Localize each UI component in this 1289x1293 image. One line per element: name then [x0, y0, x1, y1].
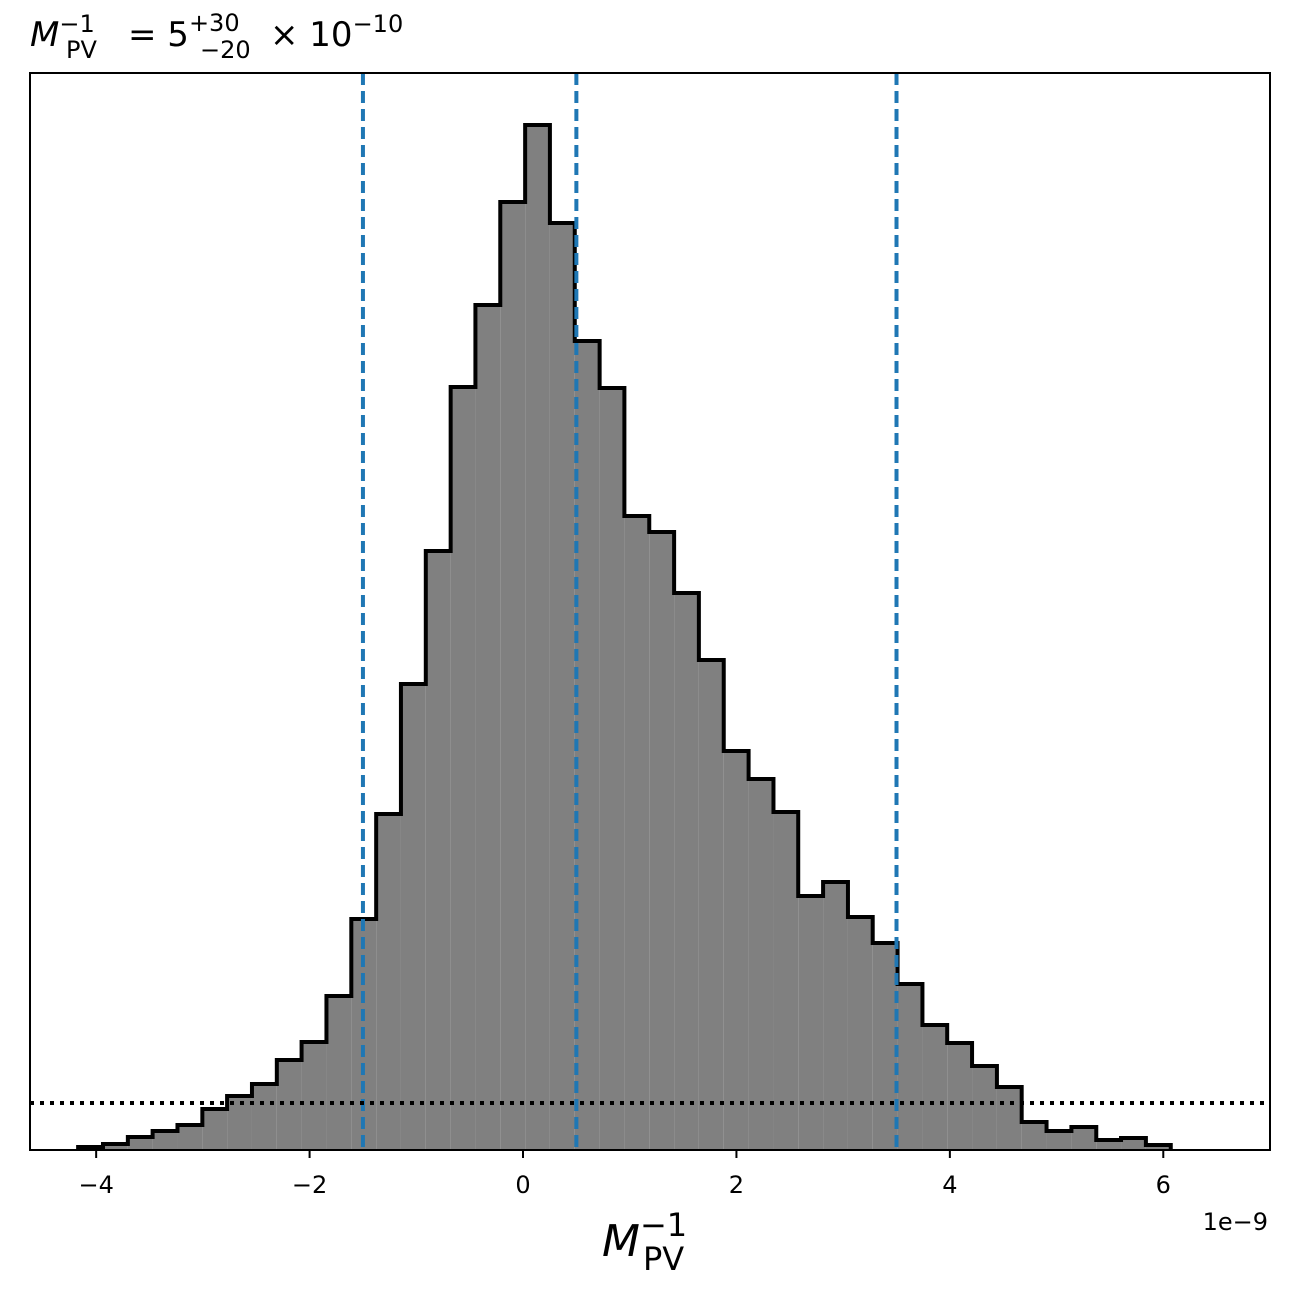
- xlabel-sub: PV: [643, 1240, 684, 1278]
- bar: [996, 1087, 1022, 1150]
- x-tick-label: 0: [515, 1171, 530, 1199]
- x-axis-label: M−1 PV: [602, 1206, 687, 1278]
- title-exponent: −10: [353, 10, 404, 38]
- bar: [152, 1131, 178, 1150]
- title-equals: = 5: [128, 15, 189, 55]
- bar: [798, 896, 824, 1150]
- bar: [723, 751, 749, 1150]
- title-plus: +30: [189, 9, 240, 37]
- bar: [1046, 1131, 1072, 1150]
- bar: [102, 1144, 128, 1150]
- xlabel-sup: −1: [640, 1206, 687, 1244]
- bar: [450, 387, 476, 1150]
- x-offset-label: 1e−9: [1203, 1208, 1268, 1236]
- x-tick-label: 2: [729, 1171, 744, 1199]
- title-minus: −20: [200, 36, 251, 64]
- bar: [897, 984, 923, 1150]
- bar: [599, 388, 625, 1150]
- bar: [251, 1084, 277, 1150]
- bar: [326, 996, 352, 1150]
- x-tick-label: −2: [292, 1171, 327, 1199]
- bar: [549, 223, 575, 1150]
- bar: [1071, 1127, 1097, 1150]
- bar: [202, 1109, 228, 1150]
- chart-title: M−1 PV = 5+30 −20 × 10−10: [30, 9, 403, 64]
- bar: [425, 551, 451, 1150]
- bar: [823, 882, 848, 1150]
- bar: [674, 593, 699, 1150]
- hist-outline: [76, 123, 1173, 1150]
- bar: [376, 814, 401, 1150]
- xlabel-symbol: M: [602, 1216, 640, 1267]
- bar: [475, 305, 501, 1150]
- bar: [127, 1137, 153, 1150]
- bar: [922, 1025, 948, 1150]
- bar: [872, 943, 898, 1150]
- plot-area: [30, 73, 1270, 1150]
- bar: [748, 779, 774, 1150]
- x-tick-label: 6: [1156, 1171, 1171, 1199]
- bar: [773, 812, 799, 1150]
- bar: [972, 1066, 997, 1150]
- x-tick-label: −4: [78, 1171, 113, 1199]
- bar: [1121, 1138, 1146, 1150]
- bar: [1096, 1140, 1122, 1150]
- axes-frame: [29, 72, 1271, 1151]
- bar: [847, 917, 873, 1150]
- bar: [574, 341, 600, 1150]
- title-times: × 10: [270, 15, 353, 55]
- title-sup: −1: [59, 10, 94, 38]
- bar: [301, 1042, 327, 1150]
- bar: [1021, 1122, 1047, 1150]
- bar: [947, 1043, 973, 1150]
- bar: [177, 1125, 203, 1150]
- x-tick-label: 4: [942, 1171, 957, 1199]
- bar: [649, 532, 675, 1150]
- bar: [1145, 1145, 1171, 1150]
- bar: [525, 125, 550, 1150]
- title-sub: PV: [66, 36, 97, 64]
- bar: [400, 684, 426, 1150]
- bar: [698, 660, 724, 1150]
- title-symbol: M: [30, 15, 59, 55]
- bar: [500, 202, 526, 1150]
- bar: [624, 516, 650, 1150]
